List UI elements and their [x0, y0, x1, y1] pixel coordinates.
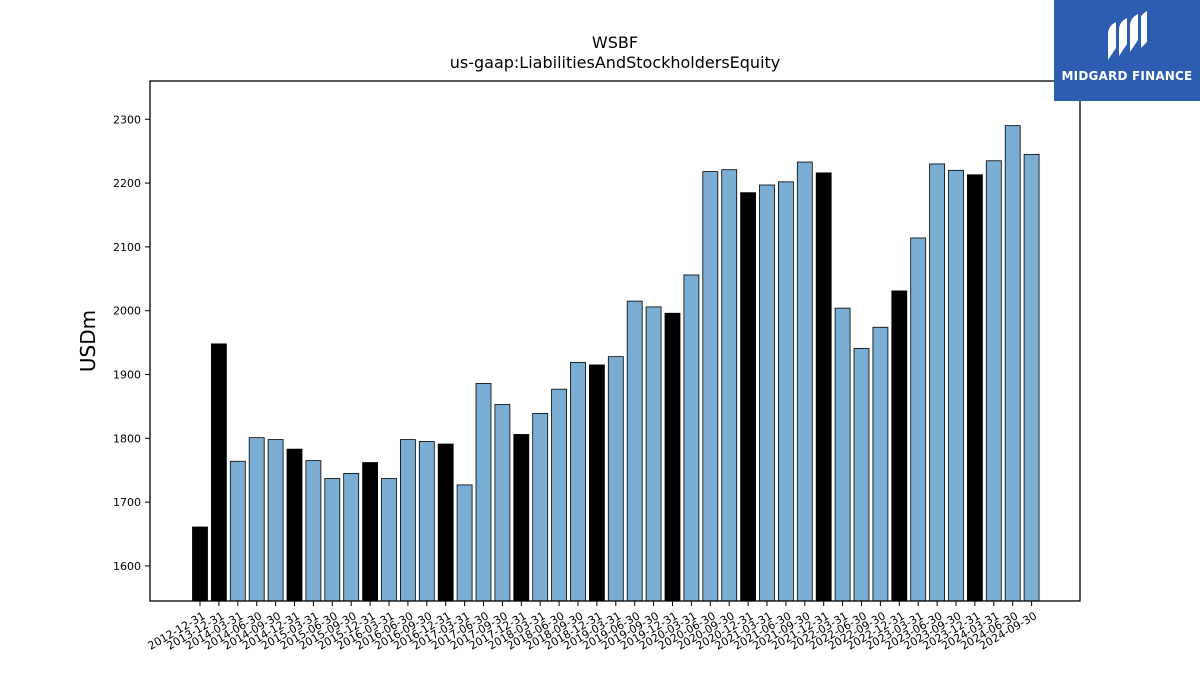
bar: [872, 326, 889, 602]
bar: [324, 478, 341, 602]
bar: [286, 448, 303, 602]
bar: [570, 361, 586, 602]
bar: [305, 460, 322, 602]
bar: [381, 478, 397, 602]
bar: [721, 169, 738, 602]
y-tick-label: 1600: [113, 560, 141, 573]
bar: [910, 237, 927, 602]
bar: [267, 439, 284, 602]
bar: [664, 312, 681, 602]
bars-group: [192, 125, 1040, 602]
brand-logo: MIDGARD FINANCE: [1054, 0, 1200, 101]
bar: [343, 472, 360, 602]
y-tick-label: 2200: [113, 177, 141, 190]
bar: [1023, 153, 1040, 602]
bar: [248, 437, 265, 602]
chart-subtitle: us-gaap:LiabilitiesAndStockholdersEquity: [450, 53, 781, 72]
bar: [210, 343, 227, 602]
chart-title: WSBF: [592, 33, 638, 52]
bar: [683, 274, 700, 602]
bar: [229, 460, 246, 602]
bar: [740, 192, 756, 602]
bar: [967, 174, 983, 602]
bar: [853, 347, 870, 602]
bar: [532, 413, 549, 602]
bar: [759, 184, 775, 602]
y-tick-label: 1800: [113, 432, 141, 445]
bar: [362, 462, 379, 602]
bar: [494, 404, 511, 602]
bar: [551, 388, 567, 602]
bar: [645, 306, 662, 602]
plot-frame: [149, 80, 1081, 602]
y-tick-label: 2100: [113, 241, 141, 254]
bar: [778, 181, 794, 602]
bar: [834, 307, 851, 602]
y-axis-ticks: 1600 1700 1800 1900 2000 2100 2200 2300: [113, 113, 150, 573]
y-tick-label: 2300: [113, 113, 141, 126]
bar: [985, 160, 1002, 602]
bar: [796, 161, 813, 602]
bar: [192, 526, 208, 602]
bar: [948, 169, 964, 602]
y-axis-label: USDm: [76, 310, 100, 372]
bar: [589, 364, 605, 602]
bar: [929, 163, 945, 602]
x-axis-ticks: 2012-12-312013-12-312014-03-312014-06-30…: [146, 601, 1039, 653]
bar: [475, 383, 492, 602]
bar: [418, 441, 435, 602]
brand-name: MIDGARD FINANCE: [1061, 69, 1193, 83]
bar: [1004, 125, 1021, 602]
bar: [399, 439, 416, 602]
y-tick-label: 1700: [113, 496, 141, 509]
midgard-logo-icon: [1108, 11, 1147, 60]
bar: [702, 171, 719, 602]
bar: [513, 434, 530, 602]
y-tick-label: 1900: [113, 368, 141, 381]
bar: [815, 172, 832, 602]
bar: [437, 443, 454, 602]
bar: [626, 300, 643, 602]
bar: [607, 356, 624, 602]
y-tick-label: 2000: [113, 305, 141, 318]
bar: [891, 290, 908, 602]
bar: [456, 484, 473, 602]
